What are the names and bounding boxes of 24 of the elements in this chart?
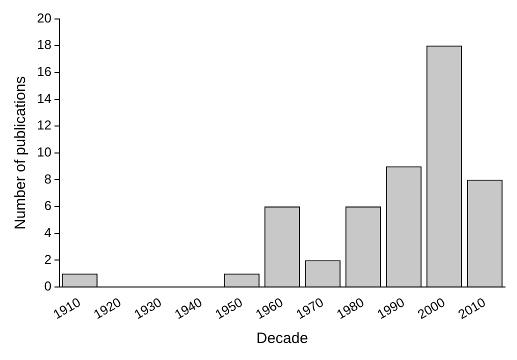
x-tick-label: 2010	[455, 294, 488, 322]
y-tick-label: 18	[36, 37, 52, 52]
y-tick-label: 6	[44, 198, 52, 214]
x-tick-label: 1940	[172, 294, 205, 322]
x-tick-label: 1960	[252, 294, 286, 322]
y-tick-label: 10	[36, 144, 52, 160]
x-tick-label: 1930	[131, 294, 164, 322]
x-tick-label: 2000	[414, 294, 448, 322]
y-tick-label: 20	[36, 10, 52, 26]
y-tick-label: 0	[44, 278, 52, 294]
x-tick-label: 1990	[374, 294, 408, 322]
y-tick-label: 12	[36, 118, 52, 133]
y-tick-label: 16	[36, 64, 52, 80]
x-tick-label: 1920	[90, 294, 124, 322]
y-tick-label: 14	[36, 90, 52, 106]
x-tick-label: 1980	[334, 294, 367, 322]
x-tick-label: 1950	[212, 294, 246, 322]
x-tick-label: 1970	[293, 294, 326, 322]
x-tick-label: 1910	[50, 294, 83, 322]
y-axis-title: Number of publications	[12, 76, 30, 230]
y-tick-label: 2	[44, 252, 52, 267]
x-axis-title: Decade	[256, 330, 308, 348]
y-tick-label: 8	[44, 171, 52, 186]
y-tick-label: 4	[44, 224, 52, 240]
